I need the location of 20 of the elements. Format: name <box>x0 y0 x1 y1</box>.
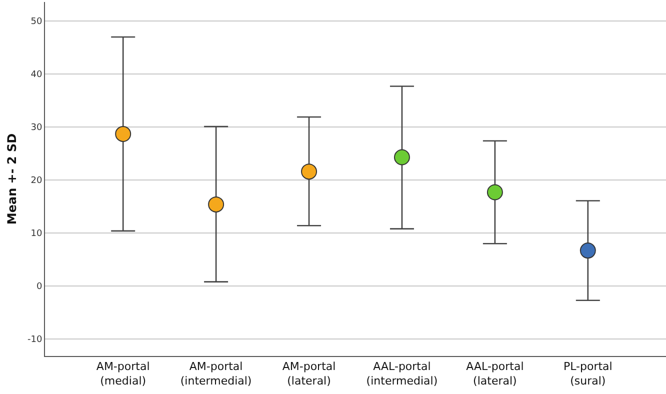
y-tick-label: 40 <box>30 70 42 80</box>
y-tick-label: 30 <box>30 123 42 134</box>
y-tick-label: 20 <box>30 176 42 186</box>
point <box>580 242 596 259</box>
y-tick-label: 10 <box>30 229 42 240</box>
x-tick-label: AM-portal (lateral) <box>282 360 336 388</box>
x-tick-label: AAL-portal (lateral) <box>466 360 524 388</box>
point <box>115 126 132 142</box>
point <box>301 164 318 180</box>
x-tick-label: AM-portal (medial) <box>96 360 150 388</box>
point <box>486 184 503 200</box>
y-tick-label: 50 <box>30 17 42 28</box>
point <box>394 149 410 166</box>
y-tick-label: 0 <box>36 282 42 292</box>
point <box>208 196 224 212</box>
y-tick-label: -10 <box>27 335 42 346</box>
x-tick-label: AM-portal (intermedial) <box>180 360 252 388</box>
x-tick-label: PL-portal (sural) <box>563 360 612 388</box>
x-tick-label: AAL-portal (intermedial) <box>366 360 438 388</box>
y-axis-title: Mean +- 2 SD <box>4 133 19 225</box>
